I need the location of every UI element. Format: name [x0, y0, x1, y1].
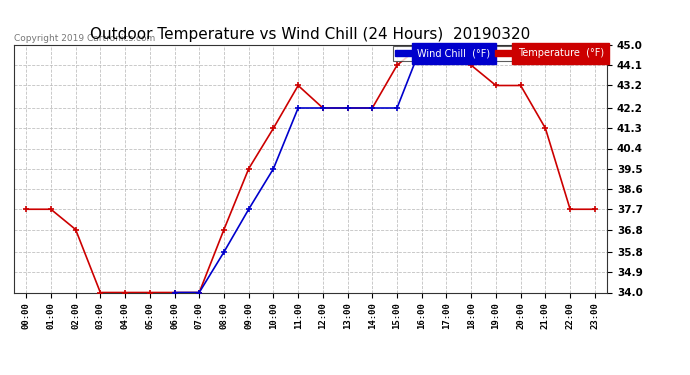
- Title: Outdoor Temperature vs Wind Chill (24 Hours)  20190320: Outdoor Temperature vs Wind Chill (24 Ho…: [90, 27, 531, 42]
- Legend: Wind Chill  (°F), Temperature  (°F): Wind Chill (°F), Temperature (°F): [393, 46, 607, 61]
- Text: Copyright 2019 Cartronics.com: Copyright 2019 Cartronics.com: [14, 33, 155, 42]
